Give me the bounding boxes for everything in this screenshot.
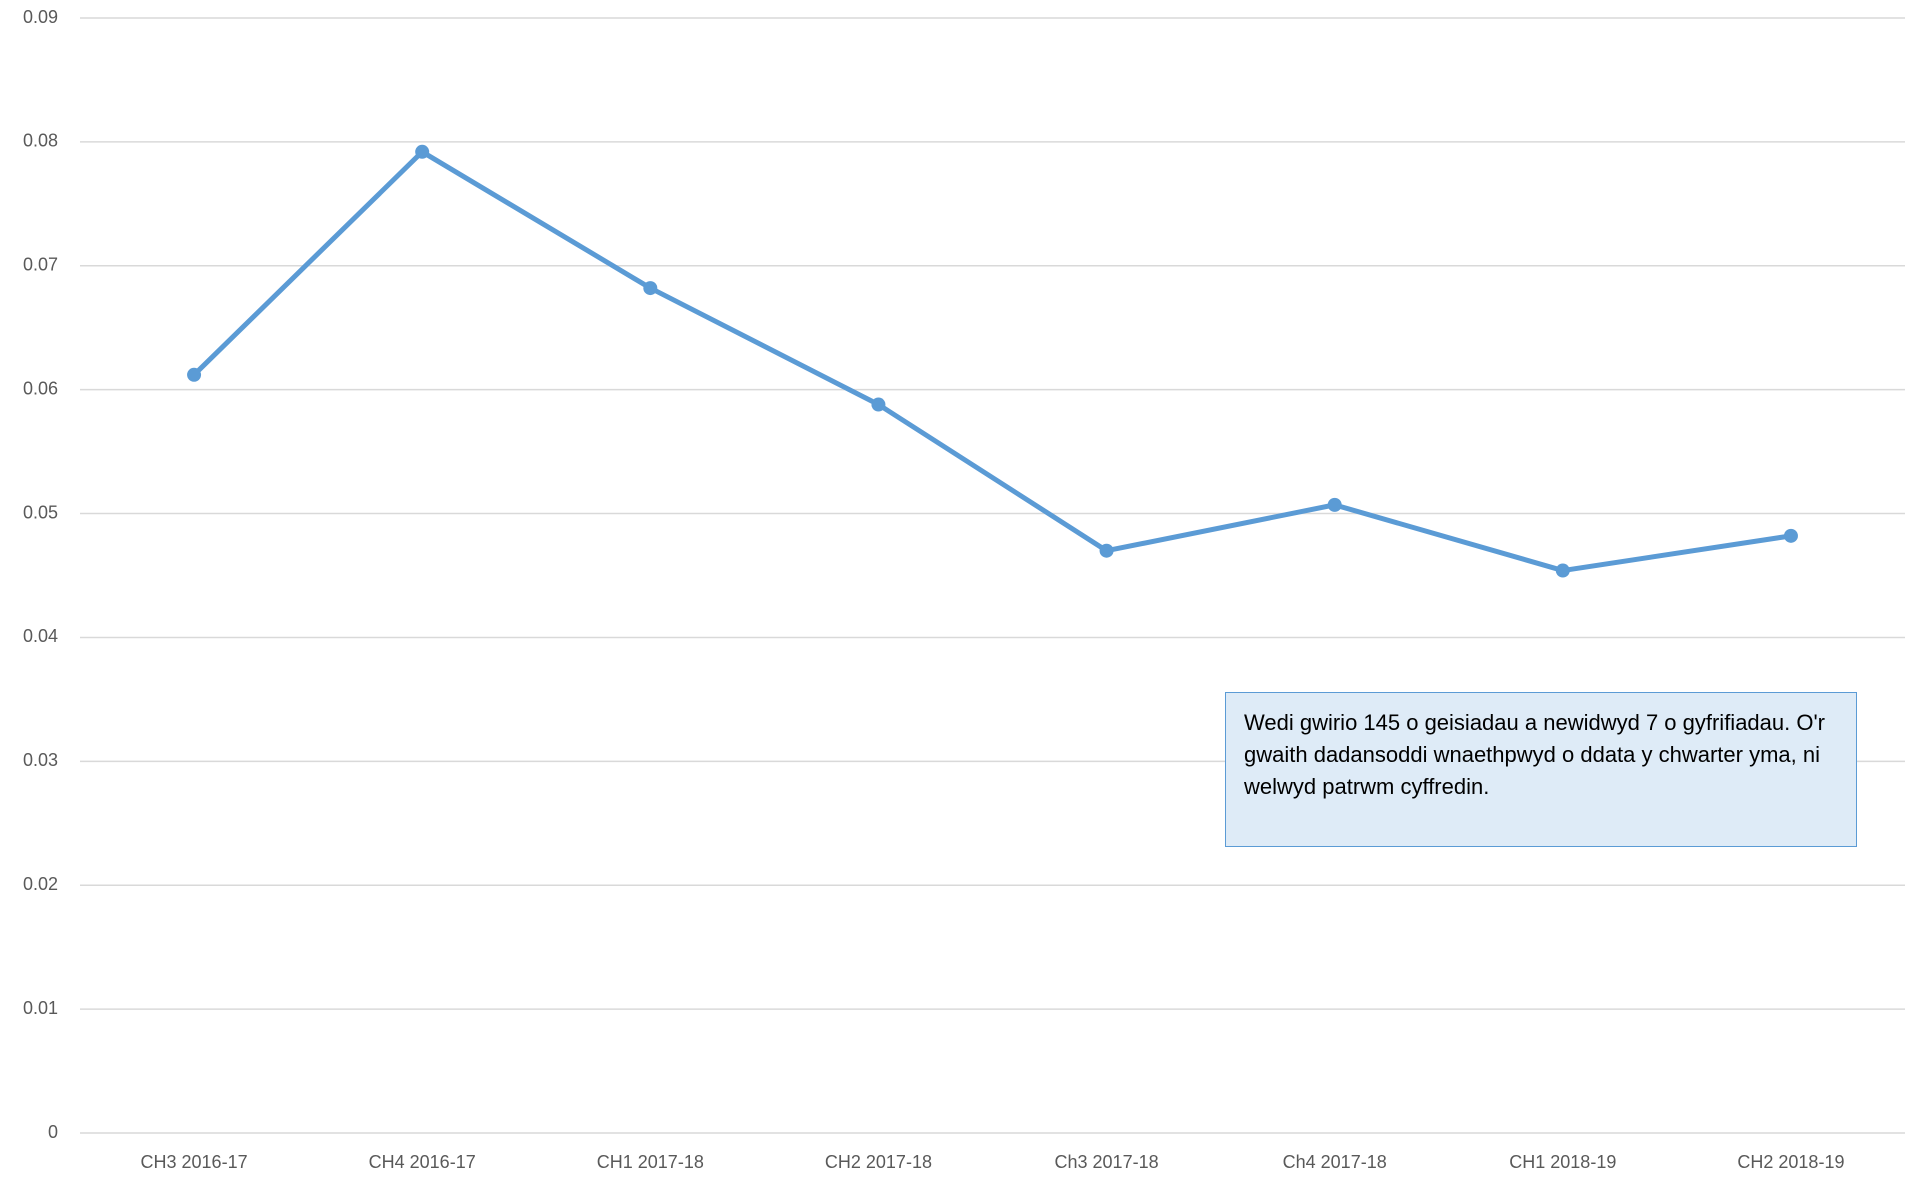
annotation: Wedi gwirio 145 o geisiadau a newidwyd 7… [1225, 692, 1857, 847]
x-tick-label: CH3 2016-17 [141, 1152, 248, 1172]
marker [871, 397, 886, 412]
x-tick-label: Ch4 2017-18 [1283, 1152, 1387, 1172]
marker [187, 367, 202, 382]
marker [1555, 563, 1570, 578]
y-tick-label: 0.06 [23, 378, 58, 398]
y-tick-label: 0.08 [23, 131, 58, 151]
marker [1099, 543, 1114, 558]
y-tick-label: 0.01 [23, 998, 58, 1018]
marker [415, 144, 430, 159]
x-tick-label: Ch3 2017-18 [1055, 1152, 1159, 1172]
y-tick-label: 0.09 [23, 7, 58, 27]
y-tick-label: 0.04 [23, 626, 58, 646]
x-tick-label: CH1 2018-19 [1509, 1152, 1616, 1172]
x-tick-label: CH2 2018-19 [1737, 1152, 1844, 1172]
x-tick-label: CH1 2017-18 [597, 1152, 704, 1172]
x-tick-label: CH4 2016-17 [369, 1152, 476, 1172]
y-tick-label: 0.02 [23, 874, 58, 894]
y-tick-label: 0.07 [23, 255, 58, 275]
x-tick-label: CH2 2017-18 [825, 1152, 932, 1172]
line [192, 149, 1792, 574]
y-tick-label: 0 [48, 1122, 58, 1142]
marker [1327, 497, 1342, 512]
marker [1783, 528, 1798, 543]
marker [643, 281, 658, 296]
y-tick-label: 0.05 [23, 502, 58, 522]
y-tick-label: 0.03 [23, 750, 58, 770]
